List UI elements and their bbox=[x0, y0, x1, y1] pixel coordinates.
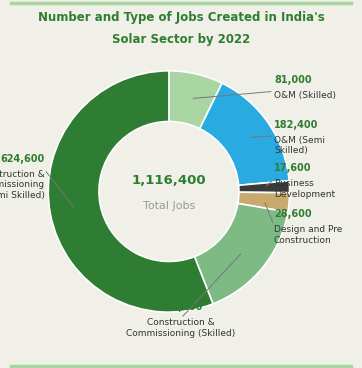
Text: Total Jobs: Total Jobs bbox=[143, 201, 195, 211]
Text: 81,000: 81,000 bbox=[274, 75, 312, 85]
Text: 182,200: 182,200 bbox=[159, 302, 203, 312]
Wedge shape bbox=[238, 192, 290, 212]
Text: O&M (Semi
Skilled): O&M (Semi Skilled) bbox=[274, 136, 325, 155]
Wedge shape bbox=[48, 71, 213, 312]
Text: Solar Sector by 2022: Solar Sector by 2022 bbox=[112, 33, 250, 46]
Text: 1,116,400: 1,116,400 bbox=[132, 174, 206, 187]
Wedge shape bbox=[169, 71, 222, 129]
Wedge shape bbox=[194, 204, 288, 304]
Wedge shape bbox=[200, 83, 289, 185]
Text: 624,600: 624,600 bbox=[0, 154, 45, 164]
Text: 17,600: 17,600 bbox=[274, 163, 311, 173]
Text: 182,400: 182,400 bbox=[274, 120, 318, 130]
Text: Number and Type of Jobs Created in India's: Number and Type of Jobs Created in India… bbox=[38, 11, 324, 24]
Text: O&M (Skilled): O&M (Skilled) bbox=[274, 91, 336, 100]
Text: 28,600: 28,600 bbox=[274, 209, 312, 219]
Text: Business
Development: Business Development bbox=[274, 180, 335, 199]
Text: Construction &
Commissioning
(Semi Skilled): Construction & Commissioning (Semi Skill… bbox=[0, 170, 45, 199]
Wedge shape bbox=[239, 181, 290, 193]
Text: Design and Pre
Construction: Design and Pre Construction bbox=[274, 225, 342, 245]
Text: Construction &
Commissioning (Skilled): Construction & Commissioning (Skilled) bbox=[126, 318, 236, 337]
